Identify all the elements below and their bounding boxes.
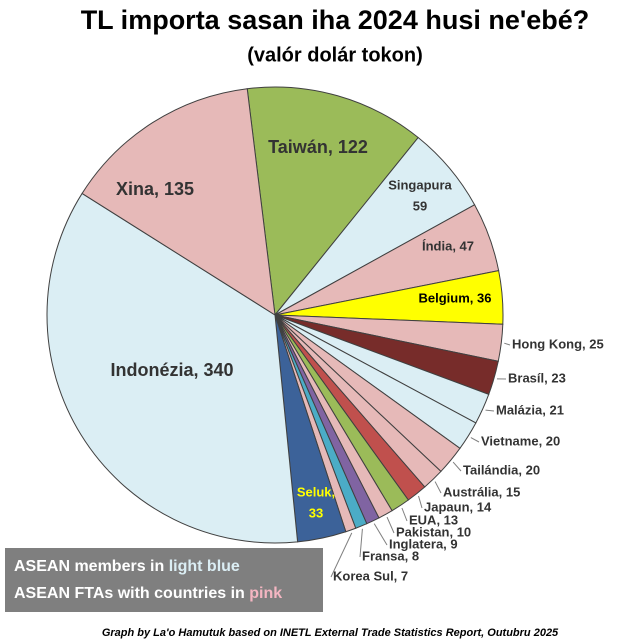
pie-slice bbox=[246, 86, 419, 317]
slice-label: Taiwán, 122 bbox=[268, 137, 368, 157]
slice-label: Pakistan, 10 bbox=[396, 524, 471, 539]
slice-label: Belgium, 36 bbox=[419, 290, 492, 305]
slice-label: Inglatera, 9 bbox=[389, 536, 458, 551]
pie bbox=[46, 86, 504, 544]
legend-box bbox=[5, 548, 323, 612]
leader-line bbox=[452, 461, 462, 472]
legend-part: ASEAN members in bbox=[14, 558, 169, 575]
slice-label: 33 bbox=[309, 505, 323, 520]
slice-label: Hong Kong, 25 bbox=[512, 336, 604, 351]
slice-label: Singapura bbox=[388, 177, 452, 192]
slice-label: Xina, 135 bbox=[116, 179, 194, 199]
slice-label: Fransa, 8 bbox=[362, 548, 419, 563]
slice-label: Korea Sul, 7 bbox=[333, 568, 408, 583]
legend-part: ASEAN FTAs with countries in bbox=[14, 585, 249, 602]
slice-label: Tailándia, 20 bbox=[463, 462, 540, 477]
slice-label: Brasíl, 23 bbox=[508, 370, 566, 385]
pie-slice bbox=[46, 192, 299, 544]
leader-line bbox=[504, 342, 511, 346]
leader-line bbox=[359, 528, 363, 558]
slice-label: Vietname, 20 bbox=[481, 433, 560, 448]
leader-line bbox=[373, 523, 388, 546]
slice-label: EUA, 13 bbox=[409, 512, 458, 527]
slice-label: Indonézia, 340 bbox=[110, 360, 233, 380]
leader-line bbox=[470, 437, 480, 443]
slice-label: Malázia, 21 bbox=[496, 402, 564, 417]
legend-text: ASEAN members in light blue bbox=[14, 558, 240, 575]
slice-label: 59 bbox=[413, 198, 427, 213]
source-note: Graph by La'o Hamutuk based on INETL Ext… bbox=[102, 627, 559, 639]
leader-line bbox=[434, 481, 442, 494]
slice-label: Japaun, 14 bbox=[424, 499, 492, 514]
legend-color-word: light blue bbox=[169, 558, 240, 575]
leader-line bbox=[330, 532, 353, 578]
chart-title: TL importa sasan iha 2024 husi ne'ebé? bbox=[81, 5, 590, 35]
leader-line bbox=[485, 409, 495, 412]
legend-color-word: pink bbox=[249, 585, 282, 602]
legend-text: ASEAN FTAs with countries in pink bbox=[14, 585, 282, 602]
pie-slice bbox=[81, 88, 276, 316]
slice-label: Austrália, 15 bbox=[443, 484, 520, 499]
leader-line bbox=[418, 495, 423, 509]
slice-label: Seluk, bbox=[297, 484, 335, 499]
slice-label: Índia, 47 bbox=[422, 238, 474, 253]
chart-subtitle: (valór dolár tokon) bbox=[247, 44, 423, 66]
leader-line bbox=[386, 516, 395, 534]
leader-line bbox=[401, 507, 408, 522]
